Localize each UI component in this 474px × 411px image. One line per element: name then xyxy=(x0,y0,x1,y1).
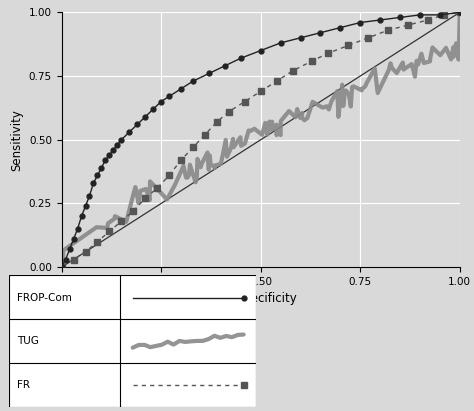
Text: TUG: TUG xyxy=(17,336,39,346)
Y-axis label: Sensitivity: Sensitivity xyxy=(10,109,23,171)
Text: FROP-Com: FROP-Com xyxy=(17,293,72,303)
X-axis label: 1-Specificity: 1-Specificity xyxy=(224,293,297,305)
Text: FR: FR xyxy=(17,380,30,390)
